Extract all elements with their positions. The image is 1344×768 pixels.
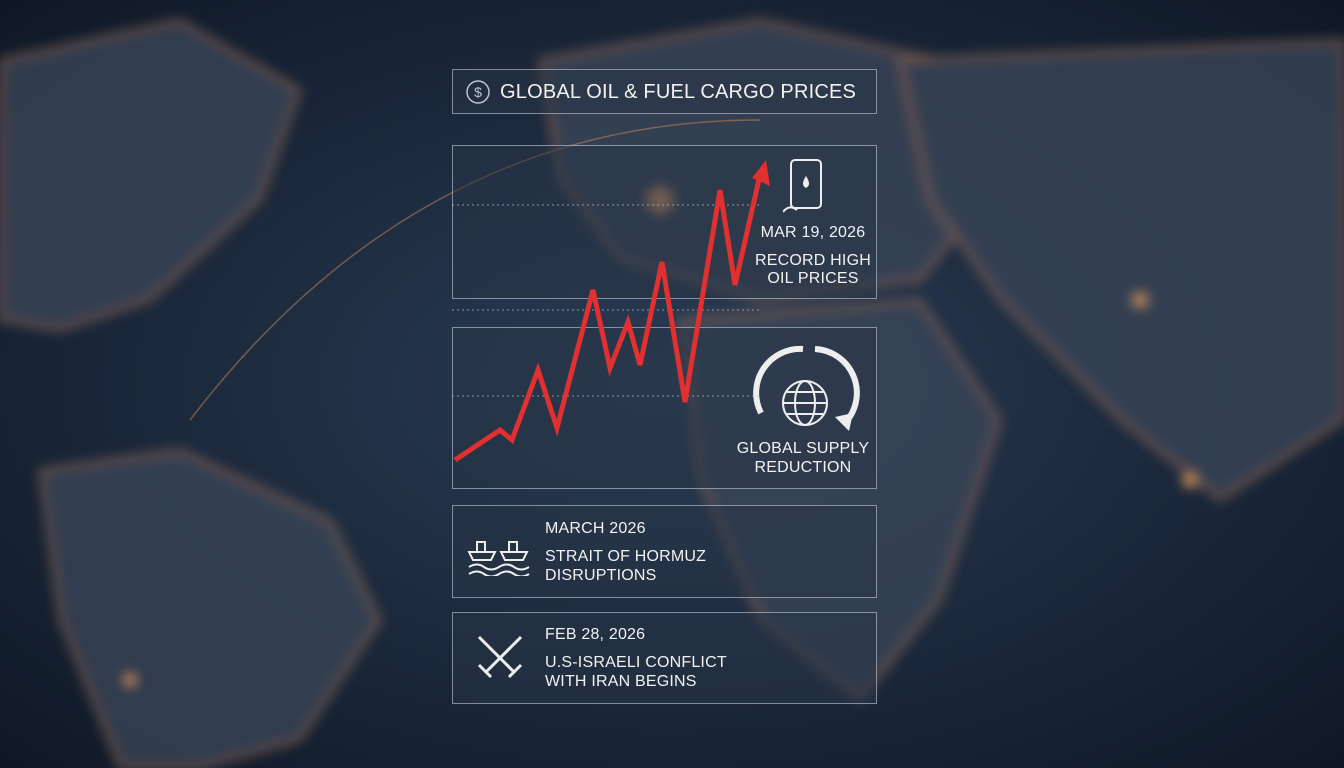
event-panel: FEB 28, 2026 U.S-ISRAELI CONFLICT WITH I… <box>452 612 877 704</box>
event-date: MAR 19, 2026 <box>760 224 866 241</box>
event-date: FEB 28, 2026 <box>545 626 646 643</box>
ships-icon <box>467 541 530 576</box>
title-box: $ GLOBAL OIL & FUEL CARGO PRICES <box>452 69 877 114</box>
swords-icon <box>477 635 523 679</box>
event-label: U.S-ISRAELI CONFLICT <box>545 654 727 671</box>
event-label: OIL PRICES <box>767 270 859 287</box>
globe-icon <box>753 345 860 431</box>
event-label: RECORD HIGH <box>755 252 871 269</box>
svg-text:$: $ <box>474 84 482 100</box>
event-label: WITH IRAN BEGINS <box>545 673 697 690</box>
event-panel: MARCH 2026 STRAIT OF HORMUZ DISRUPTIONS <box>452 505 877 598</box>
event-panel: MAR 19, 2026 RECORD HIGH OIL PRICES <box>452 145 877 299</box>
event-date: MARCH 2026 <box>545 520 646 537</box>
dollar-icon: $ <box>466 80 490 104</box>
oil-barrel-icon <box>783 159 822 213</box>
event-label: STRAIT OF HORMUZ <box>545 548 707 565</box>
event-label: DISRUPTIONS <box>545 567 657 584</box>
event-panel: GLOBAL SUPPLY REDUCTION <box>452 327 877 489</box>
event-label: REDUCTION <box>754 459 852 476</box>
event-label: GLOBAL SUPPLY <box>736 440 870 457</box>
title: GLOBAL OIL & FUEL CARGO PRICES <box>500 81 857 103</box>
